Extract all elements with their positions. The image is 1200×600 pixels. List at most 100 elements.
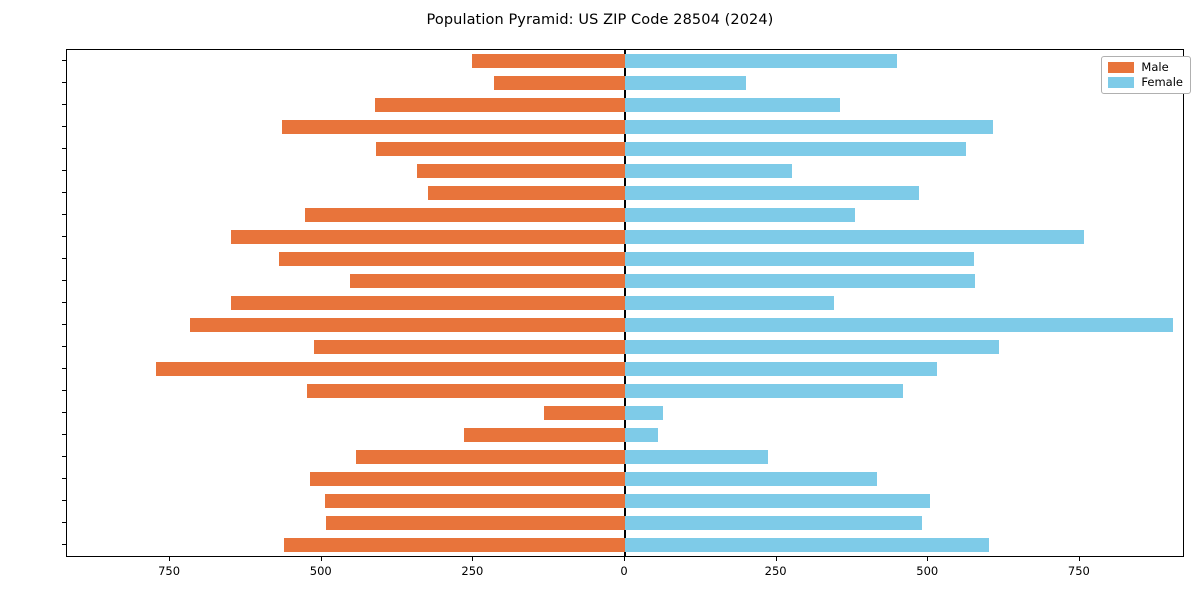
bar-female [625,274,975,288]
bar-female [625,516,922,530]
pyramid-row [67,516,1183,530]
bar-male [376,142,625,156]
bar-female [625,252,974,266]
bar-female [625,296,835,310]
bar-female [625,494,931,508]
pyramid-row [67,230,1183,244]
bar-female [625,450,768,464]
bar-male [284,538,625,552]
pyramid-row [67,340,1183,354]
pyramid-row [67,186,1183,200]
x-tick-label: 750 [158,564,181,578]
legend-swatch-male-icon [1108,62,1135,73]
pyramid-row [67,54,1183,68]
bar-male [325,516,625,530]
x-tick-label: 500 [916,564,939,578]
bar-male [310,472,625,486]
pyramid-row [67,362,1183,376]
y-tick-mark [62,192,66,193]
x-tick-label: 250 [764,564,787,578]
y-tick-mark [62,500,66,501]
y-tick-mark [62,522,66,523]
x-tick-label: 500 [309,564,332,578]
bar-female [625,186,919,200]
y-tick-mark [62,82,66,83]
x-tick-mark [624,557,625,561]
y-tick-mark [62,368,66,369]
bar-male [230,296,625,310]
pyramid-row [67,296,1183,310]
chart-title: Population Pyramid: US ZIP Code 28504 (2… [426,12,774,28]
bar-male [325,494,625,508]
y-tick-mark [62,126,66,127]
y-tick-mark [62,456,66,457]
y-tick-mark [62,236,66,237]
x-tick-label: 250 [461,564,484,578]
plot-inner [67,50,1183,556]
x-tick-mark [320,557,322,561]
y-tick-mark [62,214,66,215]
pyramid-row [67,406,1183,420]
bar-male [356,450,625,464]
y-tick-mark [62,412,66,413]
x-tick-mark [472,557,474,561]
y-tick-mark [62,104,66,105]
pyramid-row [67,252,1183,266]
bar-female [625,142,966,156]
bar-male [463,428,625,442]
y-axis: 85+80-8475-7970-7467-6965-6662-6460-6155… [62,49,1184,578]
legend-label-male: Male [1141,60,1169,74]
pyramid-row [67,142,1183,156]
legend-entry-female: Female [1108,75,1183,89]
x-tick-label: 0 [620,564,628,578]
bar-male [230,230,625,244]
bar-male [374,98,625,112]
chart-legend: Male Female [1101,56,1191,94]
bar-male [304,208,625,222]
pyramid-row [67,76,1183,90]
bar-male [493,76,625,90]
bar-male [281,120,625,134]
y-tick-mark [62,280,66,281]
y-tick-mark [62,302,66,303]
pyramid-row [67,450,1183,464]
bar-male [190,318,625,332]
pyramid-row [67,384,1183,398]
bar-female [625,472,877,486]
y-tick-mark [62,324,66,325]
bar-male [544,406,625,420]
legend-label-female: Female [1141,75,1183,89]
y-tick-mark [62,60,66,61]
legend-entry-male: Male [1108,60,1183,74]
x-tick-label: 750 [1067,564,1090,578]
bar-female [625,362,937,376]
x-tick-mark [1078,557,1080,561]
bar-female [625,340,999,354]
y-tick-mark [62,170,66,171]
pyramid-row [67,494,1183,508]
pyramid-row [67,472,1183,486]
x-tick-mark [775,557,777,561]
bar-male [416,164,625,178]
bar-female [625,120,993,134]
bar-male [156,362,625,376]
bar-female [625,208,856,222]
bar-female [625,384,904,398]
y-tick-mark [62,258,66,259]
bar-female [625,318,1173,332]
y-tick-mark [62,478,66,479]
bar-female [625,428,659,442]
bar-female [625,54,898,68]
pyramid-row [67,274,1183,288]
bar-male [313,340,625,354]
bar-male [278,252,625,266]
pyramid-row [67,538,1183,552]
plot-area [66,49,1184,557]
bar-male [427,186,625,200]
bar-male [350,274,625,288]
bar-female [625,164,792,178]
pyramid-row [67,164,1183,178]
pyramid-row [67,428,1183,442]
bar-male [307,384,625,398]
